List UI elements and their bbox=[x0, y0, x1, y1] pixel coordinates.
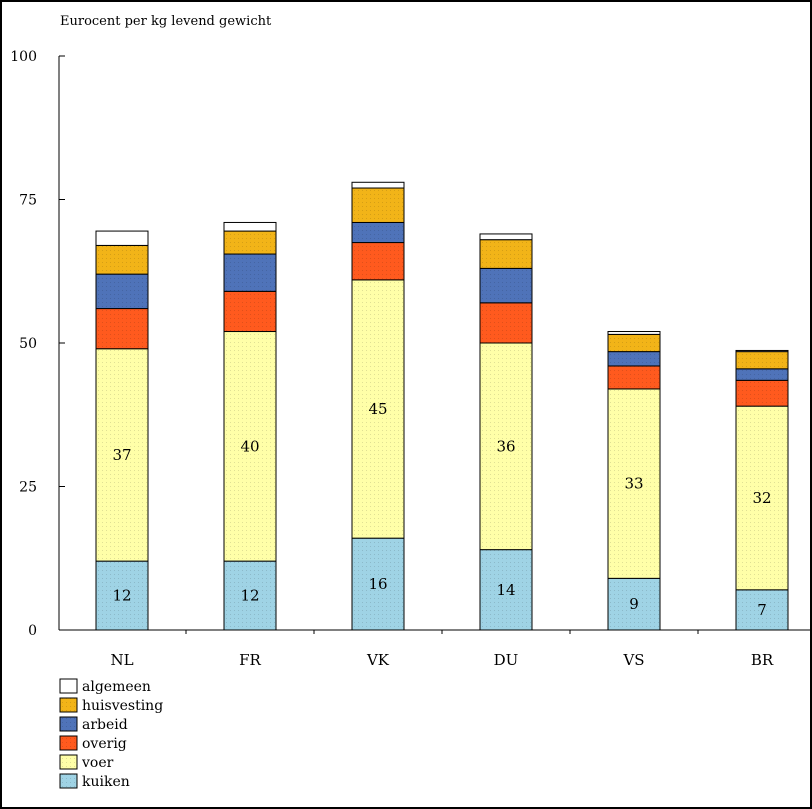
bar-segment-overig-vk bbox=[351, 242, 405, 281]
bar-segment-kuiken-du bbox=[479, 549, 533, 631]
bar-segment-algemeen-vk bbox=[351, 181, 405, 189]
legend-label-arbeid: arbeid bbox=[82, 717, 128, 733]
bar-segment-voer-vs bbox=[607, 388, 661, 579]
bar-segment-algemeen-fr bbox=[223, 221, 277, 232]
bar-segment-arbeid-du bbox=[479, 267, 533, 304]
bar-segment-algemeen-vs bbox=[607, 331, 661, 335]
bar-segment-overig-du bbox=[479, 302, 533, 344]
legend-label-overig: overig bbox=[82, 736, 127, 752]
bar-segment-voer-du bbox=[479, 342, 533, 551]
legend-label-huisvesting: huisvesting bbox=[82, 698, 163, 714]
bar-segment-overig-fr bbox=[223, 290, 277, 333]
bar-segment-overig-br bbox=[735, 379, 789, 407]
bar-segment-arbeid-vk bbox=[351, 221, 405, 244]
x-tick-label-br: BR bbox=[751, 651, 774, 669]
bar-segment-arbeid-vs bbox=[607, 351, 661, 367]
bar-segment-huisvesting-du bbox=[479, 239, 533, 269]
data-label-kuiken-vs: 9 bbox=[629, 595, 639, 613]
bar-segment-arbeid-fr bbox=[223, 253, 277, 292]
data-label-voer-vs: 33 bbox=[624, 475, 643, 493]
bar-segment-huisvesting-vs bbox=[607, 333, 661, 353]
legend: algemeen huisvesting arbeid overig voer kuike… bbox=[59, 678, 163, 790]
bar-segment-algemeen-br bbox=[735, 349, 789, 353]
bar-segment-huisvesting-nl bbox=[95, 244, 149, 275]
bar-segment-kuiken-br bbox=[735, 589, 789, 631]
bar-segment-voer-fr bbox=[223, 331, 277, 562]
x-tick-label-vk: VK bbox=[366, 651, 390, 669]
legend-label-kuiken: kuiken bbox=[82, 774, 130, 790]
bar-segment-voer-br bbox=[735, 405, 789, 591]
bar-segment-huisvesting-vk bbox=[351, 187, 405, 223]
data-label-kuiken-vk: 16 bbox=[368, 575, 387, 593]
y-tick-label: 50 bbox=[19, 336, 37, 352]
legend-label-voer: voer bbox=[81, 755, 114, 771]
data-label-voer-fr: 40 bbox=[240, 437, 259, 455]
legend-label-algemeen: algemeen bbox=[82, 679, 151, 695]
bar-segment-overig-nl bbox=[95, 308, 149, 350]
data-label-voer-vk: 45 bbox=[368, 400, 387, 418]
legend-swatch-voer bbox=[59, 754, 78, 770]
bar-segment-arbeid-nl bbox=[95, 273, 149, 310]
y-tick-label: 75 bbox=[19, 193, 37, 209]
data-label-voer-du: 36 bbox=[496, 437, 515, 455]
bar-segment-algemeen-nl bbox=[95, 230, 149, 246]
bar-segment-kuiken-vs bbox=[607, 577, 661, 631]
legend-swatch-arbeid bbox=[59, 716, 78, 732]
x-tick-label-fr: FR bbox=[239, 651, 261, 669]
bar-labels: 12 37 12 40 16 45 14 36 9 33 7 32 bbox=[112, 400, 771, 619]
bar-segment-kuiken-fr bbox=[223, 560, 277, 631]
data-label-kuiken-nl: 12 bbox=[112, 587, 131, 605]
x-tick-label-nl: NL bbox=[110, 651, 133, 669]
data-label-kuiken-br: 7 bbox=[757, 601, 767, 619]
bar-segment-algemeen-du bbox=[479, 233, 533, 241]
data-label-kuiken-du: 14 bbox=[496, 581, 515, 599]
bar-segment-arbeid-br bbox=[735, 368, 789, 381]
bar-segment-kuiken-vk bbox=[351, 537, 405, 631]
data-label-kuiken-fr: 12 bbox=[240, 587, 259, 605]
y-axis-title: Eurocent per kg levend gewicht bbox=[60, 14, 272, 29]
y-tick-label: 25 bbox=[19, 480, 37, 496]
legend-swatch-overig bbox=[59, 735, 78, 751]
x-tick-label-du: DU bbox=[494, 651, 519, 669]
bar-segment-overig-vs bbox=[607, 365, 661, 390]
bar-segment-huisvesting-fr bbox=[223, 230, 277, 255]
y-tick-label: 100 bbox=[10, 49, 37, 65]
legend-swatch-algemeen bbox=[59, 678, 78, 694]
data-label-voer-br: 32 bbox=[752, 489, 771, 507]
data-label-voer-nl: 37 bbox=[112, 446, 131, 464]
legend-swatch-kuiken bbox=[59, 773, 78, 789]
bar-segment-huisvesting-br bbox=[735, 351, 789, 370]
bar-segment-kuiken-nl bbox=[95, 560, 149, 631]
legend-swatch-huisvesting bbox=[59, 697, 78, 713]
x-tick-label-vs: VS bbox=[622, 651, 644, 669]
axes: Eurocent per kg levend gewicht 0 25 50 75 100… bbox=[10, 14, 810, 669]
y-tick-label: 0 bbox=[28, 623, 37, 639]
bars bbox=[95, 181, 789, 631]
